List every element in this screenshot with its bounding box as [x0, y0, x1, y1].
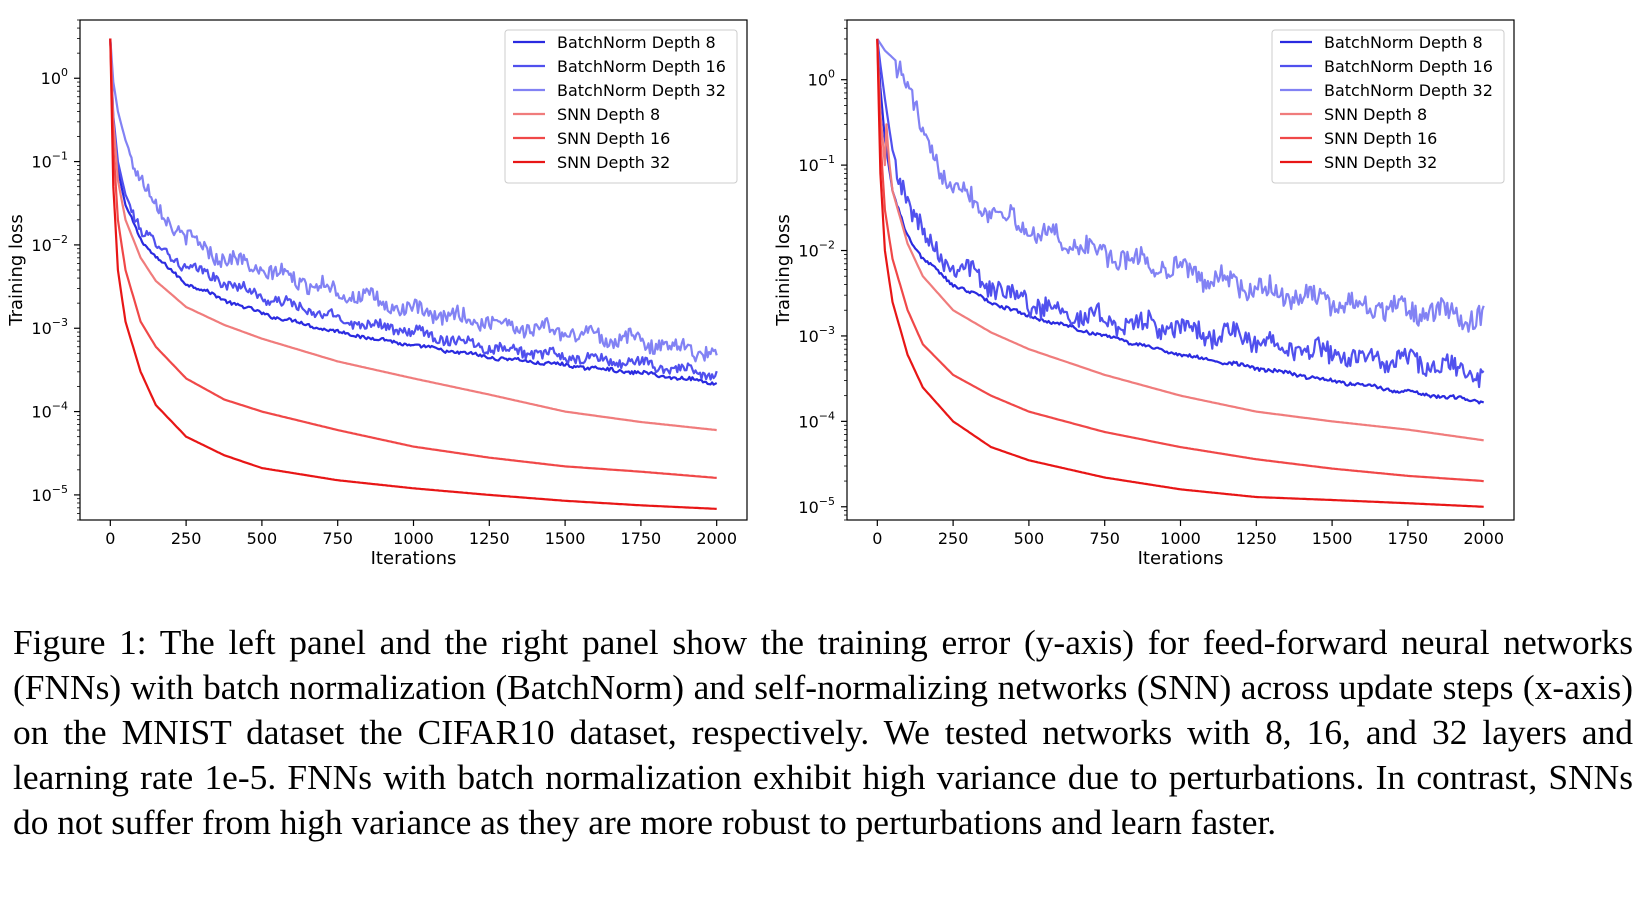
- series-line-batchnorm-depth-32: [109, 38, 718, 363]
- y-tick-label: 10−4: [798, 409, 835, 431]
- legend-label-snn-depth-16: SNN Depth 16: [557, 129, 670, 148]
- series-line-batchnorm-depth-16: [876, 38, 1485, 389]
- y-tick-label: 100: [808, 68, 835, 90]
- x-tick-label: 0: [105, 529, 115, 548]
- x-tick-label: 750: [322, 529, 353, 548]
- x-tick-label: 500: [1014, 529, 1045, 548]
- legend-label-snn-depth-32: SNN Depth 32: [557, 153, 670, 172]
- y-tick-label: 10−4: [31, 400, 68, 422]
- series-line-snn-depth-32: [109, 38, 717, 510]
- left-panel-chart: 0 250 500 750 1000 1250 1500 1750 2000 100 10−1 10−…: [6, 19, 748, 569]
- legend-label-snn-depth-32: SNN Depth 32: [1324, 153, 1437, 172]
- legend-label-batchnorm-depth-16: BatchNorm Depth 16: [1324, 57, 1493, 76]
- legend-label-batchnorm-depth-16: BatchNorm Depth 16: [557, 57, 726, 76]
- y-tick-label: 10−1: [31, 150, 68, 172]
- series-line-batchnorm-depth-8: [109, 38, 718, 386]
- right-panel-chart: 0 250 500 750 1000 1250 1500 1750 2000 100 10−1 10−…: [773, 19, 1515, 569]
- x-tick-label: 1750: [621, 529, 662, 548]
- y-tick-label: 10−3: [798, 324, 835, 346]
- x-tick-label: 1500: [1312, 529, 1353, 548]
- x-axis-label: Iterations: [371, 548, 457, 569]
- x-tick-label: 250: [171, 529, 202, 548]
- legend: BatchNorm Depth 8 BatchNorm Depth 16 Batch…: [504, 29, 738, 184]
- y-axis-label: Training loss: [6, 214, 27, 327]
- series-line-snn-depth-16: [109, 38, 717, 479]
- series-line-snn-depth-32: [876, 38, 1484, 508]
- x-tick-label: 2000: [696, 529, 737, 548]
- series-line-batchnorm-depth-32: [876, 38, 1485, 333]
- x-tick-label: 750: [1089, 529, 1120, 548]
- y-axis-label: Training loss: [773, 214, 794, 327]
- legend: BatchNorm Depth 8 BatchNorm Depth 16 Batch…: [1271, 29, 1505, 184]
- x-tick-label: 250: [938, 529, 969, 548]
- series-line-snn-depth-8: [876, 38, 1484, 442]
- y-tick-label: 10−2: [31, 233, 68, 255]
- legend-label-batchnorm-depth-32: BatchNorm Depth 32: [1324, 81, 1493, 100]
- legend-label-snn-depth-8: SNN Depth 8: [557, 105, 660, 124]
- legend-label-snn-depth-16: SNN Depth 16: [1324, 129, 1437, 148]
- x-tick-label: 1250: [469, 529, 510, 548]
- x-tick-label: 1500: [545, 529, 586, 548]
- series-line-snn-depth-16: [876, 38, 1484, 483]
- y-tick-label: 10−5: [31, 483, 68, 505]
- legend-label-snn-depth-8: SNN Depth 8: [1324, 105, 1427, 124]
- figure-panels: 0 250 500 750 1000 1250 1500 1750 200010010−110−…: [6, 19, 1515, 569]
- x-tick-label: 0: [872, 529, 882, 548]
- x-axis-label: Iterations: [1138, 548, 1224, 569]
- x-tick-label: 500: [247, 529, 278, 548]
- series-line-snn-depth-8: [109, 38, 717, 432]
- x-tick-label: 1000: [1160, 529, 1201, 548]
- y-tick-label: 10−2: [798, 239, 835, 261]
- legend-frame: [504, 29, 738, 184]
- legend-label-batchnorm-depth-8: BatchNorm Depth 8: [557, 33, 716, 52]
- series-line-batchnorm-depth-16: [109, 38, 718, 381]
- legend-label-batchnorm-depth-8: BatchNorm Depth 8: [1324, 33, 1483, 52]
- x-tick-label: 1000: [393, 529, 434, 548]
- figure-caption: Figure 1: The left panel and the right p…: [13, 622, 1633, 842]
- legend-frame: [1271, 29, 1505, 184]
- y-tick-label: 10−5: [798, 495, 835, 517]
- x-tick-label: 1250: [1236, 529, 1277, 548]
- y-tick-label: 100: [41, 66, 68, 88]
- legend-label-batchnorm-depth-32: BatchNorm Depth 32: [557, 81, 726, 100]
- series-line-batchnorm-depth-8: [876, 38, 1485, 405]
- x-tick-label: 1750: [1388, 529, 1429, 548]
- y-tick-label: 10−3: [31, 316, 68, 338]
- y-tick-label: 10−1: [798, 153, 835, 175]
- x-tick-label: 2000: [1463, 529, 1504, 548]
